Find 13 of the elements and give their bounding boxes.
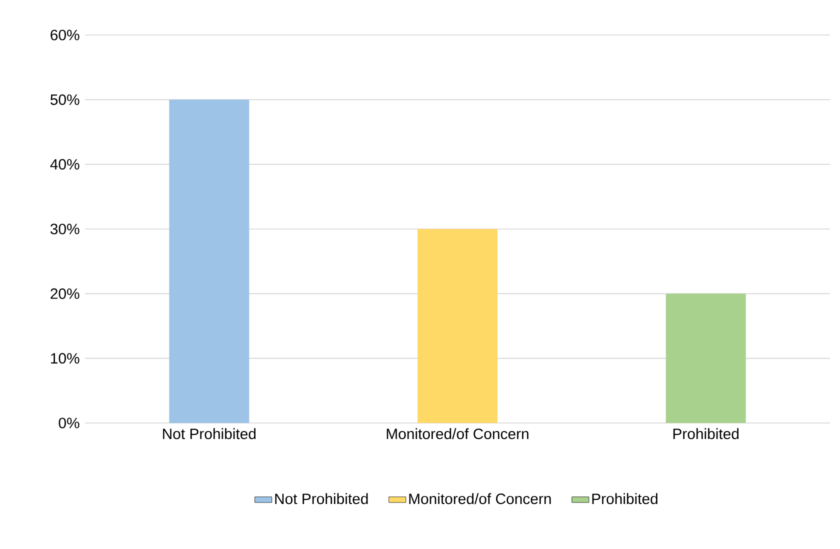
legend-label: Prohibited <box>592 493 658 504</box>
y-tick-label: 50% <box>50 94 80 105</box>
y-tick-label: 40% <box>50 159 80 170</box>
y-tick-label: 30% <box>50 224 80 234</box>
y-tick-label: 20% <box>50 288 80 299</box>
y-tick-label: 0% <box>58 418 80 428</box>
x-tick-label: Not Prohibited <box>163 428 256 440</box>
x-tick-label: Prohibited <box>673 428 739 440</box>
legend-label: Monitored/of Concern <box>409 493 551 504</box>
y-tick-label: 60% <box>50 30 80 40</box>
x-tick-label: Monitored/of Concern <box>386 428 528 440</box>
y-tick-label: 10% <box>51 353 80 364</box>
legend-label: Not Prohibited <box>275 493 368 504</box>
